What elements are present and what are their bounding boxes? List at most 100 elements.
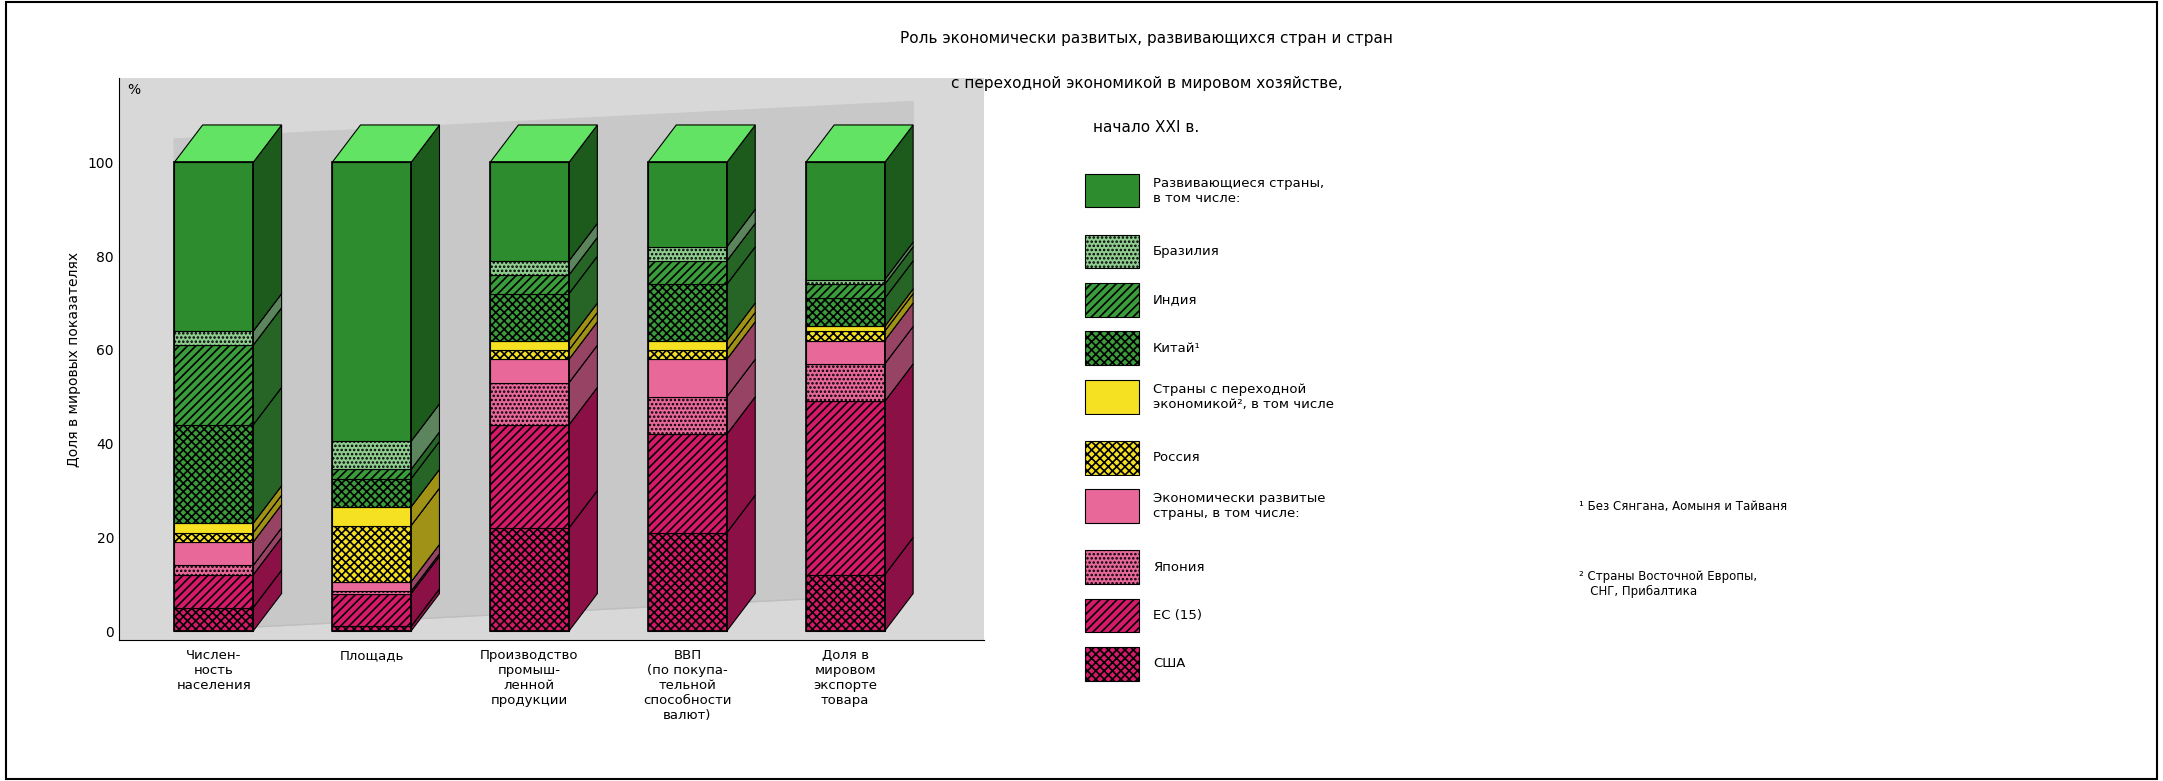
Polygon shape [649, 247, 755, 284]
Bar [175, 162, 253, 631]
Bar [807, 401, 885, 575]
Bar [649, 261, 727, 284]
Bar [649, 397, 727, 434]
Bar [175, 345, 253, 425]
Polygon shape [411, 556, 439, 626]
Bar [333, 479, 411, 507]
Text: ¹ Без Сянгана, Аомыня и Тайваня: ¹ Без Сянгана, Аомыня и Тайваня [1579, 500, 1787, 513]
Polygon shape [727, 312, 755, 359]
Polygon shape [491, 322, 597, 359]
Polygon shape [885, 242, 913, 284]
Polygon shape [175, 594, 913, 631]
Polygon shape [411, 404, 439, 469]
Bar [333, 526, 411, 582]
Text: Роль экономически развитых, развивающихся стран и стран: Роль экономически развитых, развивающихс… [900, 31, 1393, 46]
Text: с переходной экономикой в мировом хозяйстве,: с переходной экономикой в мировом хозяйс… [950, 76, 1343, 91]
Bar [807, 341, 885, 364]
Polygon shape [807, 537, 913, 575]
Text: Россия: Россия [1153, 451, 1200, 464]
Polygon shape [175, 387, 281, 425]
Text: Экономически развитые
страны, в том числе:: Экономически развитые страны, в том числ… [1153, 492, 1326, 520]
Polygon shape [253, 387, 281, 523]
Bar [807, 331, 885, 341]
Polygon shape [333, 469, 439, 507]
Bar [649, 533, 727, 631]
Polygon shape [649, 359, 755, 397]
Polygon shape [885, 537, 913, 631]
Text: США: США [1153, 658, 1185, 670]
Bar [491, 528, 569, 631]
Polygon shape [491, 237, 597, 275]
Text: ЕС (15): ЕС (15) [1153, 609, 1203, 622]
Polygon shape [333, 544, 439, 582]
Bar [807, 298, 885, 326]
Polygon shape [885, 364, 913, 575]
Bar [491, 383, 569, 425]
Bar [333, 507, 411, 526]
Bar [175, 331, 253, 345]
Bar [333, 162, 411, 631]
Polygon shape [175, 125, 281, 162]
Bar [175, 542, 253, 565]
Bar [807, 284, 885, 298]
Polygon shape [885, 261, 913, 326]
Bar [649, 434, 727, 533]
Bar [491, 294, 569, 341]
Bar [807, 162, 885, 631]
Polygon shape [411, 554, 439, 594]
Bar [491, 341, 569, 350]
Bar [807, 280, 885, 284]
Polygon shape [727, 359, 755, 434]
Polygon shape [727, 125, 755, 247]
Polygon shape [807, 261, 913, 298]
Bar [175, 533, 253, 542]
Polygon shape [411, 432, 439, 479]
Polygon shape [411, 544, 439, 591]
Bar [333, 441, 411, 469]
Polygon shape [253, 505, 281, 565]
Polygon shape [175, 495, 281, 533]
Bar [175, 608, 253, 631]
Polygon shape [569, 125, 597, 261]
Polygon shape [175, 537, 281, 575]
Polygon shape [885, 247, 913, 298]
Polygon shape [649, 397, 755, 434]
Polygon shape [649, 312, 755, 350]
Bar [333, 626, 411, 631]
Polygon shape [253, 486, 281, 533]
Bar [649, 350, 727, 359]
Bar [649, 162, 727, 631]
Polygon shape [175, 528, 281, 565]
Polygon shape [807, 242, 913, 280]
Bar [649, 162, 727, 247]
Text: Развивающиеся страны,
в том числе:: Развивающиеся страны, в том числе: [1153, 177, 1324, 205]
Polygon shape [727, 303, 755, 350]
Bar [175, 162, 253, 331]
Polygon shape [411, 488, 439, 582]
Bar [649, 359, 727, 397]
Polygon shape [569, 387, 597, 528]
Polygon shape [885, 125, 913, 280]
Bar [333, 594, 411, 626]
Polygon shape [411, 441, 439, 507]
Polygon shape [333, 554, 439, 591]
Polygon shape [491, 312, 597, 350]
Polygon shape [491, 256, 597, 294]
Polygon shape [175, 570, 281, 608]
Bar [649, 247, 727, 261]
Polygon shape [491, 223, 597, 261]
Bar [175, 575, 253, 608]
Polygon shape [727, 247, 755, 341]
Bar [491, 275, 569, 294]
Polygon shape [253, 294, 281, 345]
Text: Бразилия: Бразилия [1153, 245, 1220, 258]
Text: ² Страны Восточной Европы,
   СНГ, Прибалтика: ² Страны Восточной Европы, СНГ, Прибалти… [1579, 570, 1756, 598]
Polygon shape [253, 570, 281, 631]
Polygon shape [333, 125, 439, 162]
Polygon shape [491, 303, 597, 341]
Polygon shape [253, 537, 281, 608]
Polygon shape [885, 289, 913, 331]
Polygon shape [333, 432, 439, 469]
Bar [807, 326, 885, 331]
Polygon shape [491, 490, 597, 528]
